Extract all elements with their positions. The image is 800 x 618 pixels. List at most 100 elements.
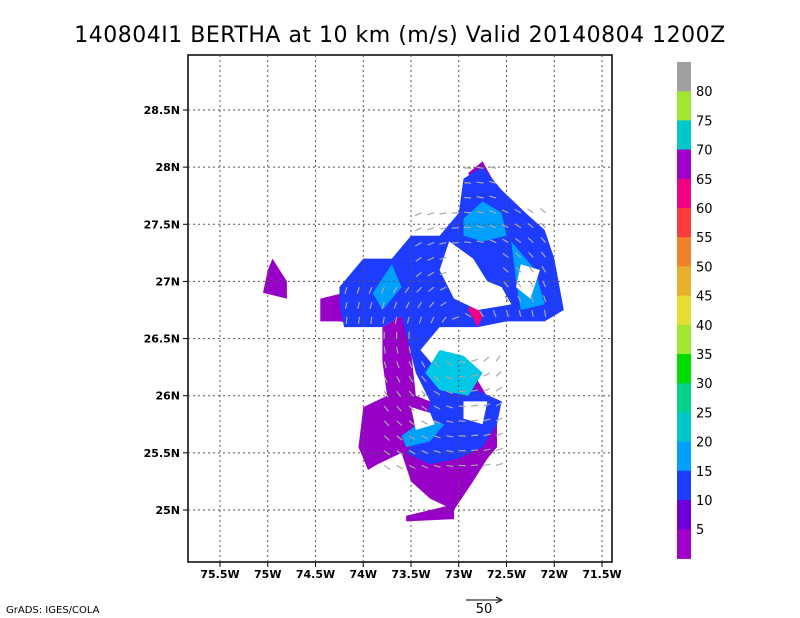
wind-vector bbox=[464, 312, 472, 318]
wind-vector bbox=[439, 241, 447, 245]
colorbar-label: 5 bbox=[696, 523, 704, 538]
wind-vector bbox=[421, 390, 428, 397]
wind-vector bbox=[383, 376, 388, 383]
wind-vector bbox=[383, 346, 386, 354]
wind-vector bbox=[527, 208, 534, 214]
wind-vector bbox=[394, 316, 398, 324]
wind-vector bbox=[464, 241, 472, 244]
wind-vector bbox=[483, 356, 490, 362]
wind-vector bbox=[528, 266, 534, 273]
colorbar-segment bbox=[677, 237, 691, 267]
wind-vector bbox=[527, 237, 534, 244]
wind-vector bbox=[396, 346, 399, 354]
wind-vector bbox=[396, 450, 403, 456]
wind-vector bbox=[408, 420, 416, 426]
colorbar-segment bbox=[677, 412, 691, 443]
x-tick-label: 75W bbox=[254, 568, 281, 581]
wind-vector bbox=[430, 316, 435, 324]
wind-vector bbox=[344, 286, 348, 294]
wind-vector bbox=[540, 222, 547, 229]
wind-vector bbox=[433, 449, 441, 454]
wind-vector bbox=[414, 227, 422, 232]
colorbar-segment bbox=[677, 120, 691, 151]
wind-vector bbox=[396, 464, 403, 470]
wind-vector bbox=[458, 375, 466, 378]
wind-vector bbox=[464, 211, 472, 214]
wind-vector bbox=[489, 224, 497, 229]
wind-vector bbox=[383, 390, 389, 398]
wind-vector bbox=[483, 387, 491, 392]
wind-vector bbox=[396, 375, 401, 383]
wind-vector bbox=[408, 361, 413, 369]
wind-vector bbox=[369, 301, 373, 309]
wind-vector bbox=[370, 316, 373, 324]
credit-text: GrADS: IGES/COLA bbox=[6, 605, 100, 616]
wind-vector bbox=[542, 295, 547, 303]
wind-vector bbox=[368, 286, 373, 294]
wind-vector bbox=[503, 281, 509, 288]
chart-title: 140804I1 BERTHA at 10 km (m/s) Valid 201… bbox=[74, 23, 725, 48]
reference-vector: 50 bbox=[466, 596, 504, 617]
wind-vector bbox=[446, 420, 454, 424]
colorbar-label: 45 bbox=[696, 290, 713, 305]
wind-vector bbox=[541, 266, 547, 273]
field-region-10 bbox=[339, 167, 564, 465]
wind-vector bbox=[446, 375, 453, 380]
wind-vector bbox=[516, 280, 522, 288]
colorbar-label: 30 bbox=[696, 377, 713, 392]
wind-vector bbox=[408, 435, 416, 440]
wind-vector bbox=[382, 316, 385, 324]
colorbar-label: 75 bbox=[696, 114, 713, 129]
colorbar-segment bbox=[677, 529, 691, 559]
wind-vector bbox=[433, 420, 441, 425]
y-tick-label: 27.5N bbox=[144, 218, 180, 231]
colorbar-label: 10 bbox=[696, 494, 713, 509]
wind-vector bbox=[446, 405, 454, 409]
colorbar-segment bbox=[677, 266, 691, 297]
wind-vector bbox=[505, 309, 509, 318]
wind-vector bbox=[464, 226, 472, 229]
wind-vector bbox=[458, 390, 466, 393]
y-tick-label: 25.5N bbox=[144, 447, 180, 460]
wind-vector bbox=[344, 301, 348, 309]
y-tick-label: 27N bbox=[155, 275, 180, 288]
wind-vector bbox=[495, 447, 503, 452]
wind-vector bbox=[383, 464, 391, 470]
colorbar-label: 55 bbox=[696, 231, 713, 246]
wind-vector bbox=[427, 256, 435, 261]
wind-vector bbox=[445, 360, 453, 367]
wind-vector bbox=[495, 402, 503, 407]
wind-vectors bbox=[344, 166, 547, 470]
wind-vector bbox=[393, 301, 398, 309]
wind-vector bbox=[421, 420, 428, 425]
colorbar-label: 25 bbox=[696, 406, 713, 421]
wind-vector bbox=[514, 208, 522, 214]
wind-vector bbox=[428, 301, 435, 308]
wind-vector bbox=[489, 239, 497, 244]
wind-vector bbox=[417, 301, 423, 309]
axis-ticks: 75.5W 75W 74.5W 74W 73.5W 73W 72.5W 72W 71.5W 25N… bbox=[144, 104, 622, 581]
wind-vector bbox=[383, 361, 387, 369]
y-tick-label: 26.5N bbox=[144, 333, 180, 346]
wind-vector bbox=[396, 435, 403, 441]
colorbar-label: 70 bbox=[696, 144, 713, 159]
wind-vector bbox=[483, 418, 491, 422]
wind-vector bbox=[495, 386, 503, 392]
wind-vector bbox=[495, 432, 503, 437]
colorbar-segment bbox=[677, 441, 691, 472]
y-tick-label: 28N bbox=[155, 161, 180, 174]
wind-vector bbox=[502, 252, 509, 258]
wind-vector bbox=[471, 434, 479, 437]
wind-vector bbox=[415, 256, 422, 262]
wind-vector bbox=[408, 375, 414, 383]
colorbar-segment bbox=[677, 208, 691, 238]
wind-vector bbox=[446, 390, 454, 395]
x-tick-label: 73.5W bbox=[391, 568, 430, 581]
wind-vector bbox=[451, 316, 459, 320]
wind-vector bbox=[471, 404, 479, 407]
wind-vector bbox=[356, 286, 360, 294]
wind-vector bbox=[427, 212, 435, 216]
wind-vector bbox=[540, 237, 547, 243]
wind-vector bbox=[404, 286, 410, 294]
wind-vector bbox=[495, 417, 503, 422]
